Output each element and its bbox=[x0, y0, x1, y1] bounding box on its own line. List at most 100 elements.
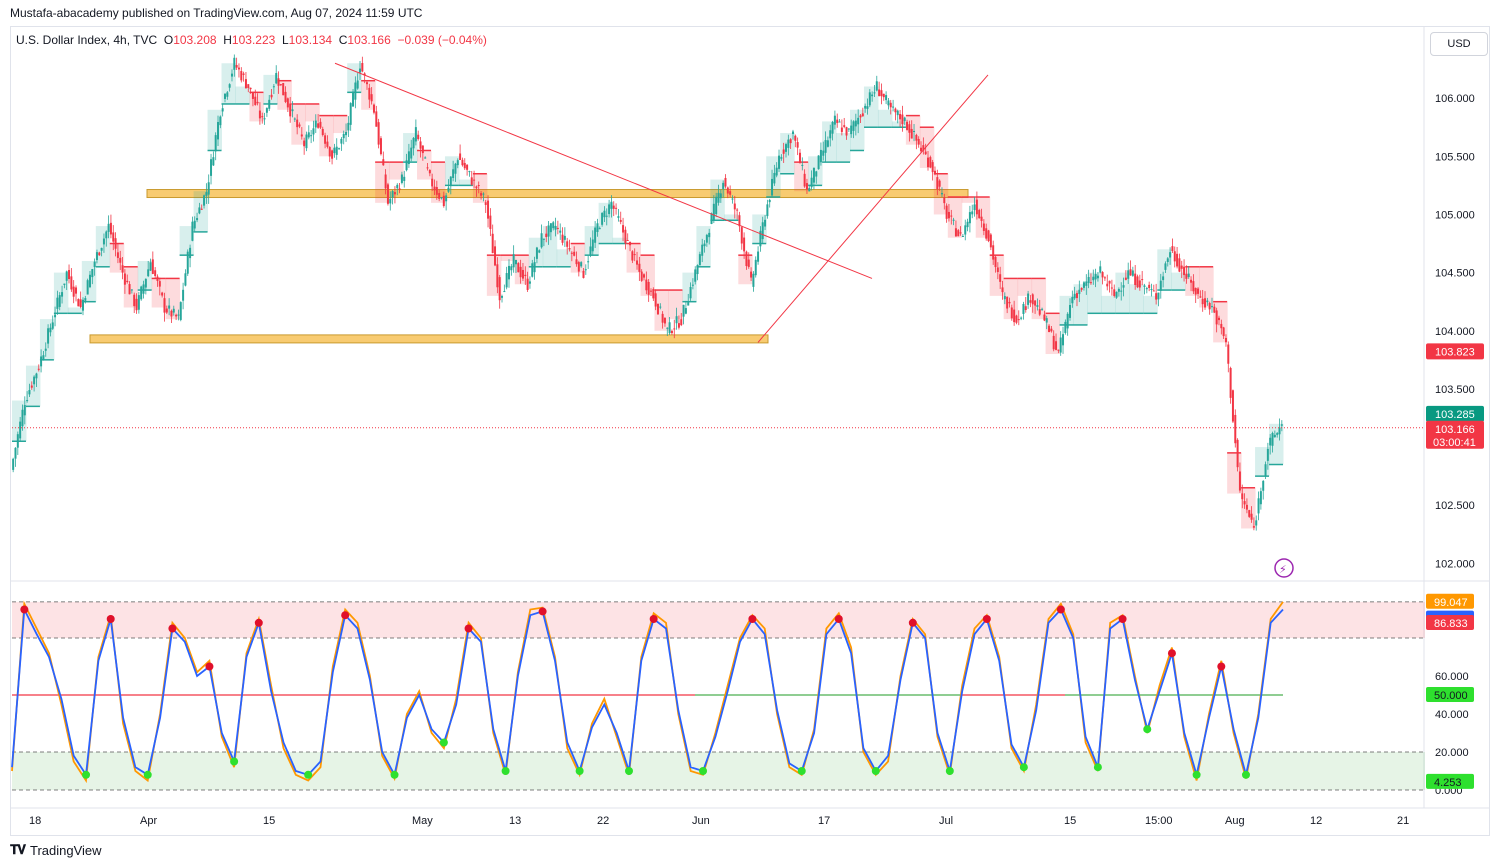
candle-body bbox=[428, 170, 431, 174]
candle-body bbox=[656, 303, 659, 315]
candle-body bbox=[563, 235, 566, 240]
footer-brand[interactable]: 𝐓𝐕 TradingView bbox=[10, 842, 102, 858]
candle-body bbox=[144, 278, 147, 288]
candle-body bbox=[1138, 280, 1141, 288]
candle-body bbox=[1115, 291, 1118, 298]
candle-body bbox=[549, 223, 552, 233]
candle-body bbox=[414, 127, 417, 142]
candle-body bbox=[1211, 306, 1214, 308]
candle-body bbox=[296, 119, 299, 128]
trail-band bbox=[1101, 295, 1116, 314]
ohlc-legend: U.S. Dollar Index, 4h, TVC O103.208 H103… bbox=[16, 33, 487, 47]
currency-button[interactable]: USD bbox=[1430, 32, 1488, 56]
trail-band bbox=[696, 226, 711, 267]
candle-body bbox=[684, 308, 687, 314]
candle-body bbox=[1152, 290, 1155, 292]
candle-body bbox=[49, 327, 52, 333]
candle-body bbox=[317, 123, 320, 128]
candle-body bbox=[217, 122, 220, 140]
candle-body bbox=[710, 213, 713, 224]
candle-body bbox=[587, 261, 590, 263]
candle-body bbox=[286, 98, 289, 108]
candle-body bbox=[1162, 276, 1165, 281]
trough-dot bbox=[1192, 770, 1201, 779]
trail-band bbox=[724, 214, 739, 221]
candle-body bbox=[14, 447, 17, 459]
high-label: H bbox=[223, 33, 232, 47]
candle-body bbox=[498, 277, 501, 301]
low-label: L bbox=[281, 33, 289, 47]
candle-body bbox=[270, 94, 273, 98]
candle-body bbox=[435, 187, 438, 195]
candle-body bbox=[978, 209, 981, 219]
candle-body bbox=[780, 157, 783, 159]
candle-body bbox=[37, 368, 40, 370]
candle-body bbox=[759, 230, 762, 247]
trail-band bbox=[151, 278, 167, 308]
candle-body bbox=[338, 148, 341, 150]
candle-body bbox=[393, 192, 396, 195]
candle-body bbox=[859, 115, 862, 118]
candle-body bbox=[1236, 439, 1239, 468]
candle-body bbox=[952, 219, 955, 221]
candle-body bbox=[312, 128, 315, 135]
candle-body bbox=[575, 259, 578, 265]
candle-body bbox=[1106, 283, 1109, 287]
trail-band bbox=[822, 121, 837, 163]
trough-dot bbox=[575, 767, 584, 775]
trough-dot bbox=[699, 767, 708, 775]
candle-body bbox=[940, 192, 943, 195]
candle-body bbox=[561, 234, 564, 243]
candle-body bbox=[1248, 510, 1251, 517]
candle-body bbox=[908, 124, 911, 133]
candle-body bbox=[829, 130, 832, 139]
candle-body bbox=[740, 227, 743, 244]
candle-body bbox=[747, 259, 750, 267]
trough-dot bbox=[230, 757, 239, 766]
candle-body bbox=[198, 207, 201, 214]
osc-band-value: 99.047 bbox=[1434, 597, 1468, 609]
candle-body bbox=[114, 238, 117, 249]
peak-dot bbox=[168, 624, 177, 633]
candle-body bbox=[219, 116, 222, 126]
candle-body bbox=[1143, 285, 1146, 287]
candle-body bbox=[1224, 337, 1227, 343]
trail-band bbox=[1115, 272, 1130, 314]
candle-body bbox=[1041, 308, 1044, 310]
candle-body bbox=[1048, 325, 1051, 333]
candle-body bbox=[121, 265, 124, 273]
candle-body bbox=[1092, 276, 1095, 281]
candle-body bbox=[659, 306, 662, 308]
candle-body bbox=[452, 169, 455, 179]
candle-body bbox=[649, 290, 652, 292]
candle-body bbox=[1057, 349, 1060, 351]
candle-body bbox=[1215, 310, 1218, 325]
candle-body bbox=[1036, 305, 1039, 307]
lightning-glyph: ⚡ bbox=[1279, 564, 1287, 576]
trail-band bbox=[556, 249, 572, 267]
candle-body bbox=[698, 254, 701, 266]
candle-body bbox=[924, 151, 927, 155]
candle-body bbox=[854, 120, 857, 127]
trail-band bbox=[458, 179, 474, 186]
candle-body bbox=[1103, 277, 1106, 279]
candle-body bbox=[137, 295, 140, 310]
candle-body bbox=[442, 195, 445, 207]
candle-body bbox=[1159, 280, 1162, 291]
candle-body bbox=[745, 251, 748, 267]
candle-body bbox=[1001, 287, 1004, 293]
candle-body bbox=[556, 227, 559, 229]
candle-body bbox=[980, 216, 983, 221]
candle-body bbox=[768, 199, 771, 203]
symbol-label[interactable]: U.S. Dollar Index, 4h, TVC bbox=[16, 33, 158, 47]
price-tick-label: 106.000 bbox=[1435, 93, 1475, 105]
trail-band bbox=[836, 133, 851, 163]
candle-body bbox=[1192, 281, 1195, 292]
candle-body bbox=[370, 94, 373, 102]
candle-body bbox=[1145, 288, 1148, 290]
candle-body bbox=[608, 204, 611, 215]
close-label: C bbox=[338, 33, 348, 47]
candle-body bbox=[88, 274, 91, 288]
candle-body bbox=[70, 276, 73, 290]
